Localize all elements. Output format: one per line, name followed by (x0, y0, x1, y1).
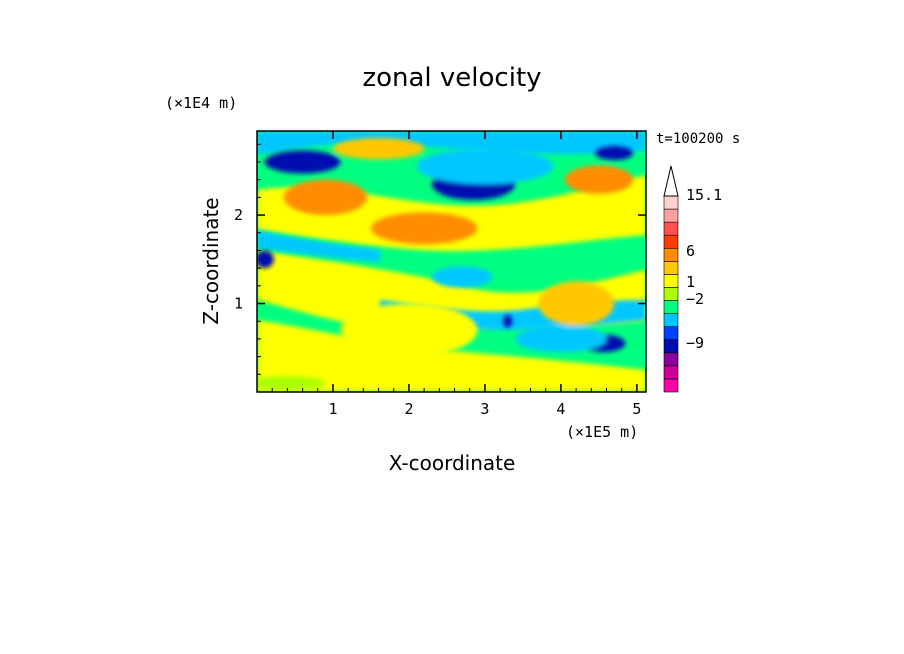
colorbar-swatch (663, 261, 679, 275)
colorbar-label: −9 (686, 334, 704, 352)
x-axis-label: X-coordinate (389, 451, 516, 475)
colorbar-swatch (663, 221, 679, 236)
velocity-blob (257, 376, 326, 391)
y-tick-label: 2 (234, 206, 243, 224)
x-unit-label: (×1E5 m) (566, 423, 638, 441)
colorbar-swatch (663, 352, 679, 367)
axis-ticks: 1 2 3 4 5 1 2 (234, 131, 646, 418)
velocity-blob (595, 146, 634, 161)
colorbar-extend-arrow (663, 165, 679, 197)
y-axis-label: Z-coordinate (199, 197, 223, 324)
colorbar-swatch (663, 234, 679, 249)
band-top-cyan (257, 131, 646, 155)
colorbar-label: 6 (686, 242, 695, 260)
y-unit-label: (×1E4 m) (165, 94, 237, 112)
velocity-blob (515, 325, 607, 353)
band-left-cyan (257, 230, 380, 262)
velocity-blob (332, 138, 425, 160)
colorbar-label: 15.1 (686, 186, 722, 204)
colorbar-swatch (663, 195, 679, 210)
colorbar-swatch (663, 208, 679, 223)
colorbar-swatch (663, 274, 679, 288)
velocity-blob (264, 150, 341, 174)
colorbar-swatch (663, 378, 679, 393)
velocity-blob (283, 179, 368, 216)
colorbar-swatch (663, 339, 679, 354)
plot-frame (256, 130, 647, 393)
x-tick-label: 3 (480, 400, 489, 418)
colorbar-label: 1 (686, 273, 695, 291)
colorbar-swatch (663, 300, 679, 314)
velocity-blob (416, 148, 554, 185)
colorbar-swatch (663, 247, 679, 262)
colorbar-swatch (663, 326, 679, 341)
colorbar-swatch (663, 365, 679, 380)
velocity-blob (462, 365, 584, 384)
x-tick-label: 2 (404, 400, 413, 418)
velocity-blob (257, 250, 274, 269)
velocity-blob (340, 303, 478, 357)
velocity-blob (294, 268, 387, 304)
velocity-blobs (257, 138, 634, 391)
y-tick-label: 1 (234, 295, 243, 313)
velocity-blob (431, 266, 493, 288)
colorbar-label: −2 (686, 290, 704, 308)
colorbar-swatch (663, 313, 679, 327)
colorbar-labels: 15.1 6 1−2 −9 (686, 186, 722, 352)
plot-area (257, 131, 646, 392)
x-tick-label: 5 (632, 400, 641, 418)
velocity-blob (564, 165, 634, 194)
velocity-blob (538, 281, 615, 326)
x-tick-label: 1 (328, 400, 337, 418)
colorbar-swatch (663, 287, 679, 301)
x-tick-label: 4 (556, 400, 565, 418)
velocity-blob (370, 212, 478, 245)
chart-title: zonal velocity (362, 63, 541, 93)
colorbar (663, 165, 679, 393)
velocity-blob (503, 315, 513, 328)
time-annotation: t=100200 s (656, 131, 740, 147)
